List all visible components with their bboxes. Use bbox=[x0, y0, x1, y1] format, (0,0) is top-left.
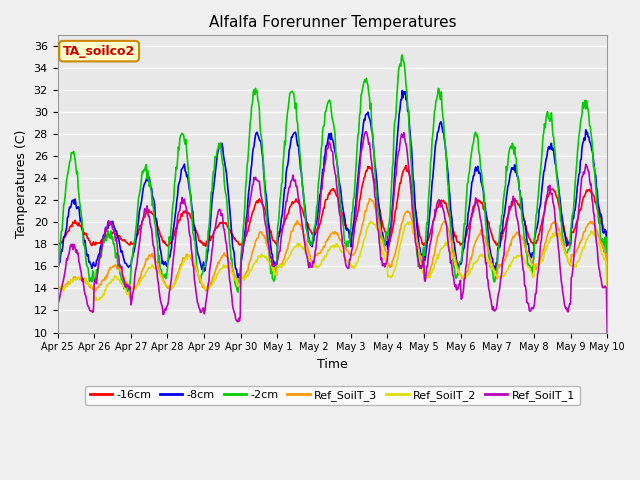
Y-axis label: Temperatures (C): Temperatures (C) bbox=[15, 130, 28, 238]
X-axis label: Time: Time bbox=[317, 358, 348, 371]
Text: TA_soilco2: TA_soilco2 bbox=[63, 45, 135, 58]
Legend: -16cm, -8cm, -2cm, Ref_SoilT_3, Ref_SoilT_2, Ref_SoilT_1: -16cm, -8cm, -2cm, Ref_SoilT_3, Ref_Soil… bbox=[85, 385, 580, 406]
Title: Alfalfa Forerunner Temperatures: Alfalfa Forerunner Temperatures bbox=[209, 15, 456, 30]
